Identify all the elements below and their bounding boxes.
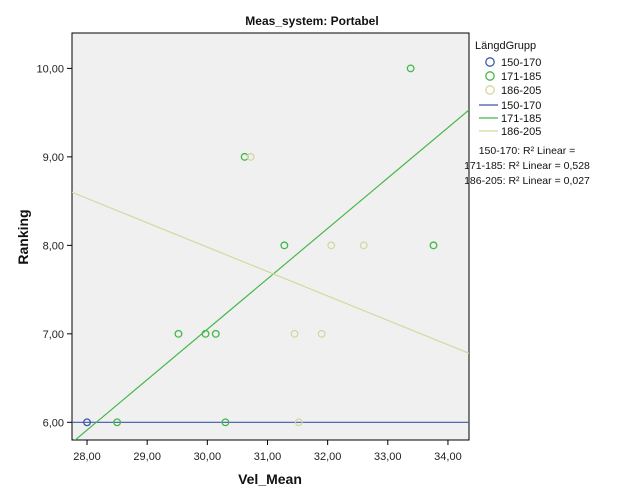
data-point-186-205-1: [290, 329, 299, 338]
x-tick-label: 28,00: [73, 451, 101, 463]
data-point-186-205-4: [327, 241, 336, 250]
legend-label-150-170: 150-170: [501, 57, 541, 69]
legend-title: LängdGrupp: [475, 40, 536, 52]
data-point-150-170-0: [83, 418, 91, 427]
data-point-186-205-0: [246, 152, 255, 161]
x-axis-title: Vel_Mean: [238, 471, 302, 487]
data-point-171-185-2: [201, 329, 210, 338]
x-tick-label: 32,00: [314, 451, 342, 463]
fit-lines: [72, 109, 469, 440]
r2-line-1: 171-185: R² Linear = 0,528: [464, 160, 590, 172]
data-points: [83, 64, 438, 427]
y-tick-label: 8,00: [43, 240, 64, 252]
x-tick-label: 34,00: [434, 451, 462, 463]
y-tick-label: 10,00: [36, 63, 64, 75]
chart-title: Meas_system: Portabel: [245, 14, 378, 28]
x-tick-label: 33,00: [374, 451, 402, 463]
plot-area: [71, 32, 470, 441]
legend-label-171-185: 171-185: [501, 71, 541, 83]
x-tick-label: 30,00: [194, 451, 222, 463]
data-point-171-185-8: [429, 241, 438, 250]
legend: LängdGrupp 150-170171-185186-205150-1701…: [475, 40, 541, 138]
legend-marker-186-205: [485, 85, 495, 95]
data-point-186-205-3: [317, 329, 326, 338]
legend-label-186-205: 186-205: [501, 85, 541, 97]
r2-line-0: 150-170: R² Linear =: [479, 145, 576, 157]
legend-line-label-186-205: 186-205: [501, 126, 541, 138]
x-tick-label: 29,00: [133, 451, 161, 463]
x-axis: 28,00 29,00 30,00 31,00 32,00 33,00 34,00: [73, 440, 462, 463]
y-tick-label: 7,00: [43, 329, 64, 341]
legend-line-label-150-170: 150-170: [501, 100, 541, 112]
r2-line-2: 186-205: R² Linear = 0,027: [464, 175, 590, 187]
data-point-171-185-7: [406, 64, 415, 73]
r2-annotations: 150-170: R² Linear = 171-185: R² Linear =…: [464, 145, 590, 187]
legend-marker-171-185: [485, 71, 495, 81]
data-point-171-185-3: [211, 329, 220, 338]
fit-line-171-185: [74, 109, 469, 440]
legend-marker-150-170: [485, 57, 495, 67]
data-point-171-185-1: [174, 329, 183, 338]
fit-line-186-205: [72, 191, 469, 354]
y-axis: 6,00 7,00 8,00 9,00 10,00: [36, 63, 72, 429]
data-point-171-185-0: [113, 418, 122, 427]
y-axis-title: Ranking: [15, 209, 31, 264]
y-tick-label: 6,00: [43, 417, 64, 429]
data-point-186-205-5: [359, 241, 368, 250]
legend-line-label-171-185: 171-185: [501, 113, 541, 125]
data-point-186-205-2: [294, 418, 303, 427]
y-tick-label: 9,00: [43, 152, 64, 164]
x-tick-label: 31,00: [254, 451, 282, 463]
data-point-171-185-6: [280, 241, 289, 250]
data-point-171-185-4: [221, 418, 230, 427]
